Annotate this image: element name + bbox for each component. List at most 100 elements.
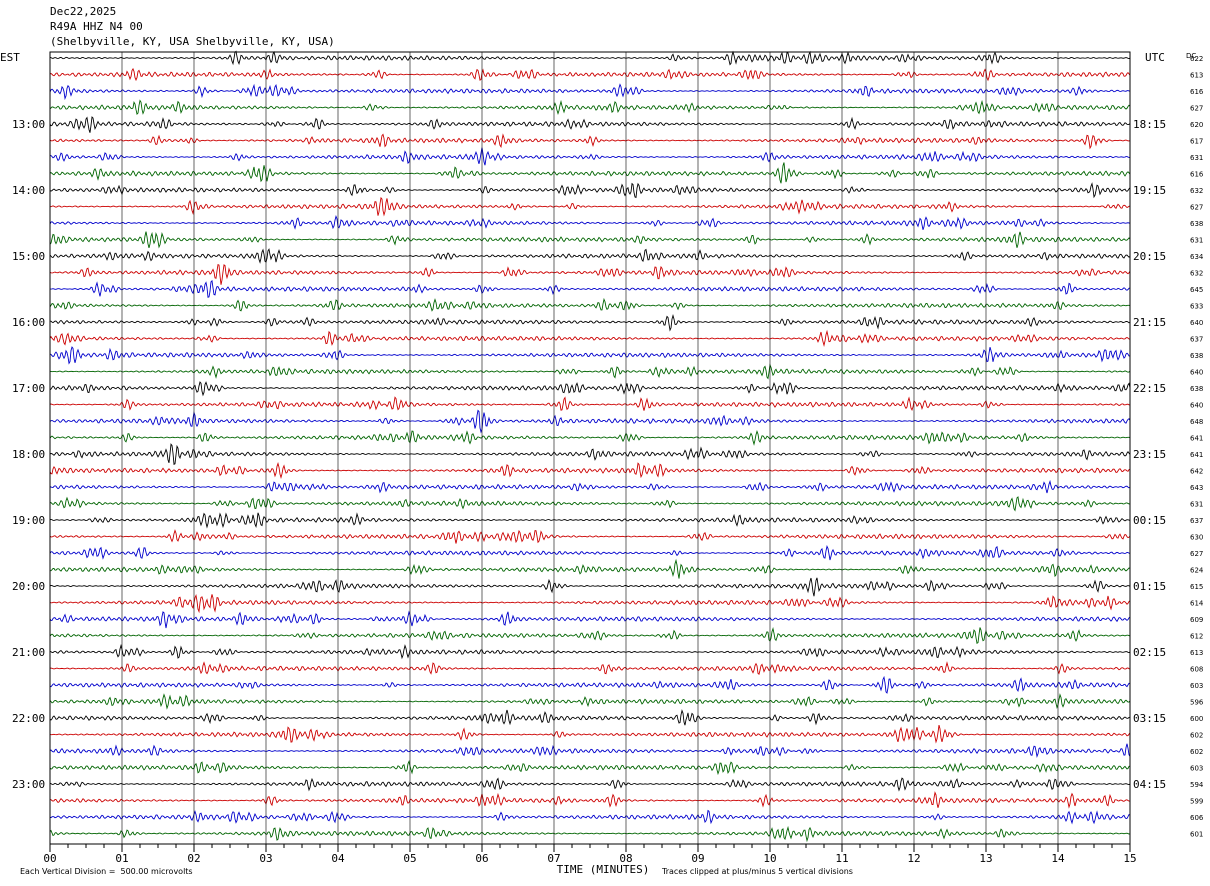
x-tick-label: 02 <box>187 852 200 865</box>
dc-offset-label: 620 <box>1190 121 1203 129</box>
dc-offset-label: 627 <box>1190 204 1203 212</box>
dc-offset-label: 631 <box>1190 154 1203 162</box>
dc-offset-label: 640 <box>1190 402 1203 410</box>
dc-offset-label: 640 <box>1190 319 1203 327</box>
dc-offset-label: 608 <box>1190 666 1203 674</box>
dc-offset-label: 614 <box>1190 600 1204 608</box>
dc-offset-label: 640 <box>1190 369 1203 377</box>
right-hour-label: 04:15 <box>1133 778 1166 791</box>
trace-line <box>49 461 1131 480</box>
trace-line <box>49 162 1131 184</box>
trace-line <box>49 545 1131 561</box>
dc-offset-label: 632 <box>1190 270 1203 278</box>
trace-line <box>49 626 1131 645</box>
x-tick-label: 09 <box>691 852 704 865</box>
x-tick-label: 12 <box>907 852 920 865</box>
trace-line <box>49 743 1131 758</box>
trace-line <box>49 50 1131 66</box>
trace-line <box>49 409 1131 434</box>
dc-offset-label: 617 <box>1190 138 1203 146</box>
right-hour-label: 23:15 <box>1133 448 1166 461</box>
trace-line <box>49 99 1131 116</box>
x-tick-label: 05 <box>403 852 416 865</box>
trace-line <box>49 558 1131 579</box>
dc-offset-label: 630 <box>1190 534 1203 542</box>
station-location: (Shelbyville, KY, USA Shelbyville, KY, U… <box>50 35 335 48</box>
right-timezone-label: UTC <box>1145 51 1165 64</box>
left-hour-label: 17:00 <box>12 382 45 395</box>
dc-offset-label: 637 <box>1190 336 1203 344</box>
left-hour-label: 16:00 <box>12 316 45 329</box>
dc-offset-label: 594 <box>1190 781 1204 789</box>
x-axis-title: TIME (MINUTES) <box>557 863 650 876</box>
right-hour-label: 21:15 <box>1133 316 1166 329</box>
trace-line <box>49 479 1131 494</box>
dc-offset-label: 602 <box>1190 748 1203 756</box>
x-tick-label: 04 <box>331 852 345 865</box>
left-hour-label: 21:00 <box>12 646 45 659</box>
dc-offset-label: 622 <box>1190 55 1203 63</box>
chart-date: Dec22,2025 <box>50 5 117 18</box>
trace-line <box>49 248 1131 264</box>
trace-line <box>49 512 1131 529</box>
trace-line <box>49 661 1131 676</box>
right-hour-label: 22:15 <box>1133 382 1166 395</box>
trace-line <box>49 777 1131 792</box>
right-hour-label: 19:15 <box>1133 184 1166 197</box>
trace-line <box>49 529 1131 544</box>
x-tick-label: 01 <box>115 852 128 865</box>
dc-offset-label: 609 <box>1190 616 1203 624</box>
dc-offset-label: 638 <box>1190 220 1203 228</box>
trace-line <box>49 196 1131 217</box>
dc-offset-label: 596 <box>1190 699 1204 707</box>
dc-offset-label: 613 <box>1190 72 1203 80</box>
x-tick-label: 00 <box>43 852 56 865</box>
trace-group <box>49 50 1131 843</box>
dc-offset-label: 632 <box>1190 187 1203 195</box>
right-hour-label: 00:15 <box>1133 514 1166 527</box>
trace-line <box>49 116 1131 133</box>
trace-line <box>49 577 1131 597</box>
dc-offset-label: 631 <box>1190 237 1203 245</box>
dc-offset-label: 627 <box>1190 105 1203 113</box>
dc-offset-label: 648 <box>1190 418 1203 426</box>
right-hour-label: 01:15 <box>1133 580 1166 593</box>
dc-offset-label: 638 <box>1190 352 1203 360</box>
right-hour-label: 03:15 <box>1133 712 1166 725</box>
x-tick-label: 06 <box>475 852 488 865</box>
trace-line <box>49 443 1131 465</box>
trace-line <box>49 709 1131 726</box>
dc-offset-label: 645 <box>1190 286 1203 294</box>
dc-offset-label: 603 <box>1190 765 1203 773</box>
trace-line <box>49 279 1131 298</box>
left-hour-label: 22:00 <box>12 712 45 725</box>
dc-offset-label: 643 <box>1190 484 1203 492</box>
left-hour-label: 20:00 <box>12 580 45 593</box>
trace-line <box>49 396 1131 411</box>
trace-line <box>49 346 1131 365</box>
left-hour-label: 23:00 <box>12 778 45 791</box>
dc-offset-label: 599 <box>1190 798 1203 806</box>
x-tick-label: 03 <box>259 852 272 865</box>
dc-offset-label: 637 <box>1190 517 1203 525</box>
trace-line <box>49 363 1131 380</box>
right-hour-label: 18:15 <box>1133 118 1166 131</box>
left-time-labels: 13:00 14:00 15:00 16:00 17:00 18:00 19:00 20:00… <box>12 118 45 791</box>
plot-frame <box>49 51 1131 845</box>
left-hour-label: 14:00 <box>12 184 45 197</box>
x-tick-label: 13 <box>979 852 992 865</box>
x-tick-label: 10 <box>763 852 776 865</box>
trace-line <box>49 67 1131 82</box>
dc-offset-labels: 622 613 616 627 620 617 631 616 632 627 638 631 634 6… <box>1190 55 1204 839</box>
x-tick-label: 14 <box>1051 852 1065 865</box>
trace-line <box>49 760 1131 776</box>
left-hour-label: 18:00 <box>12 448 45 461</box>
trace-line <box>49 791 1131 809</box>
dc-offset-label: 602 <box>1190 732 1203 740</box>
trace-line <box>49 329 1131 347</box>
dc-offset-label: 603 <box>1190 682 1203 690</box>
right-time-labels: 18:15 19:15 20:15 21:15 22:15 23:15 00:15 01:15… <box>1133 118 1166 791</box>
trace-line <box>49 675 1131 694</box>
dc-offset-label: 641 <box>1190 451 1203 459</box>
